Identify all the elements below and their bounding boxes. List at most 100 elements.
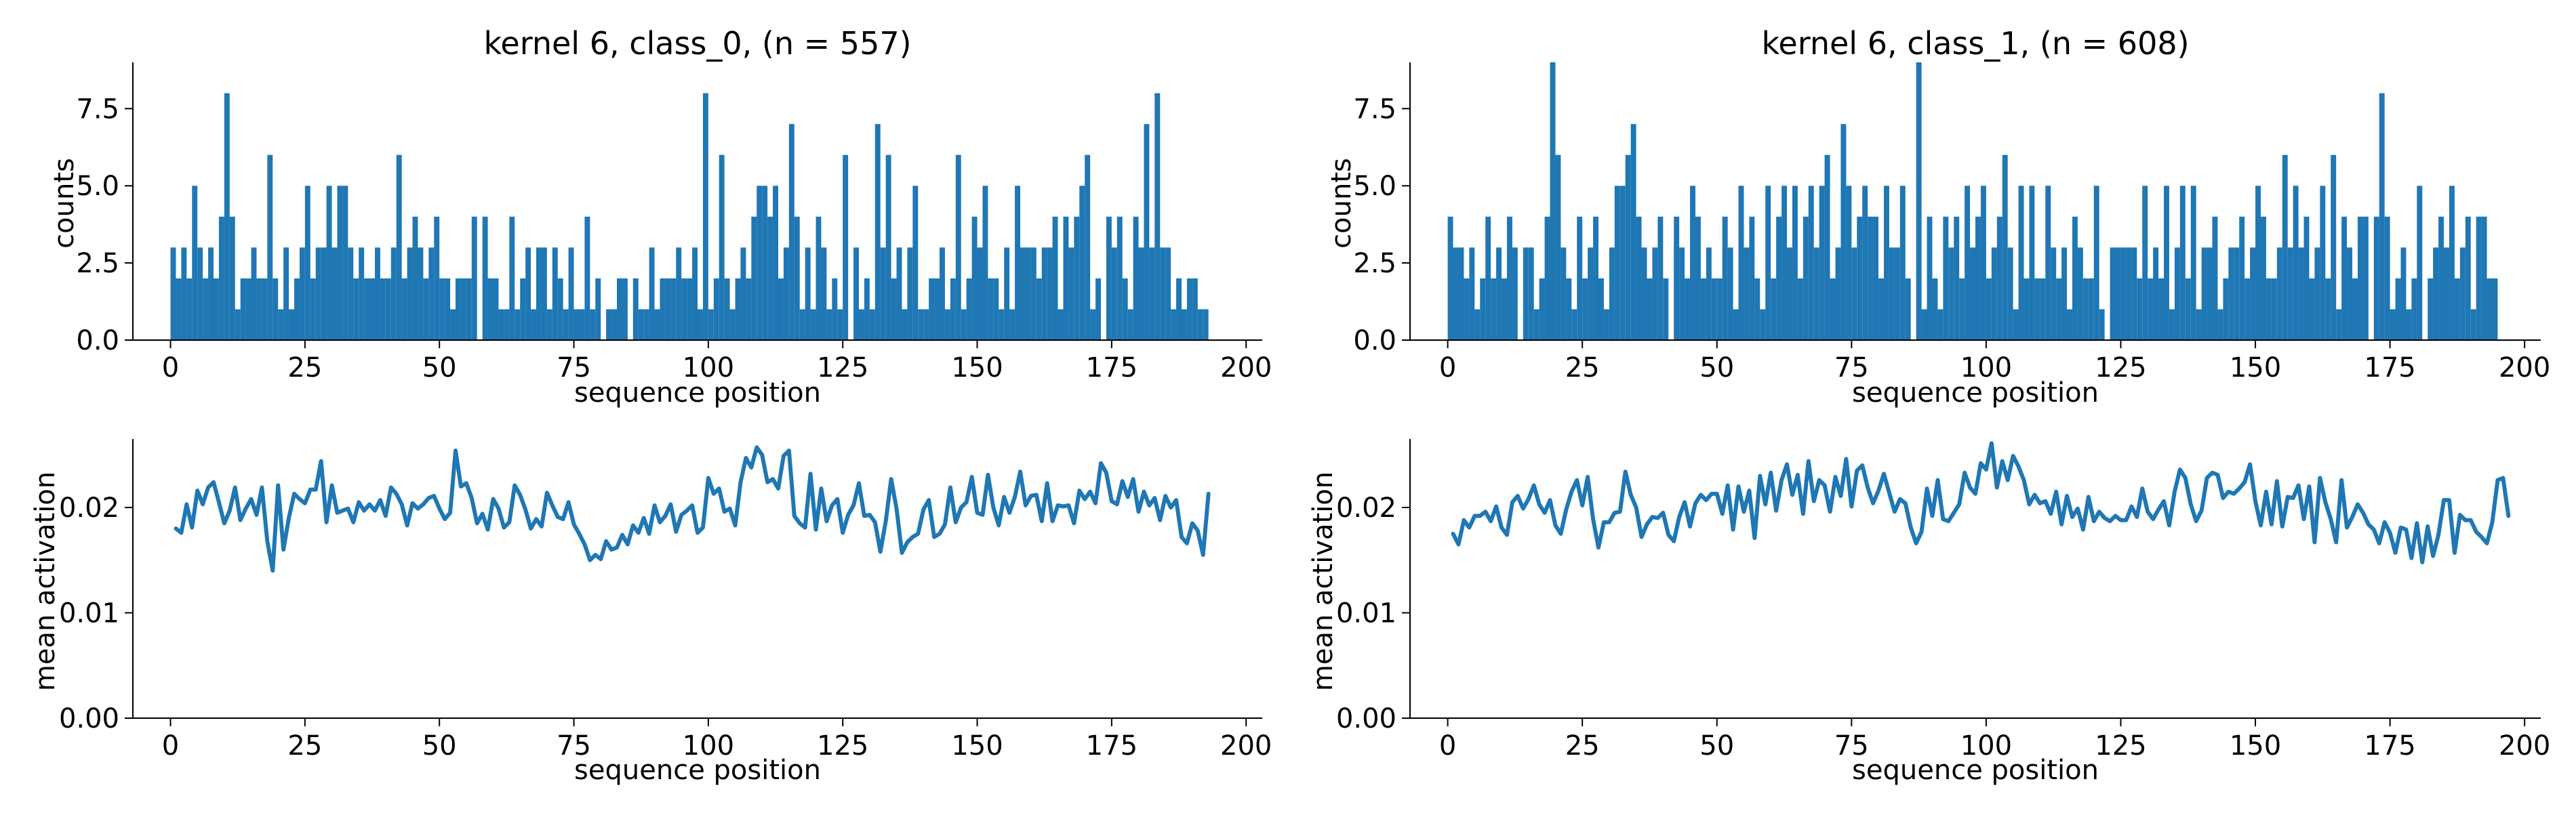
histogram-bar (1899, 186, 1906, 340)
histogram-bar (1996, 216, 2003, 340)
histogram-bar (1991, 247, 1997, 340)
histogram-bar (2298, 247, 2304, 340)
histogram-bar (1058, 309, 1064, 340)
activation-line-class-0: mean activation sequence position 0 25 50 7… (30, 439, 1272, 786)
histogram-bar (2093, 186, 2099, 340)
histogram-bar (676, 247, 682, 340)
y-axis-label: counts (49, 158, 80, 249)
histogram-bar (1824, 154, 1830, 340)
histogram-bar (2325, 278, 2331, 340)
histogram-bar (2390, 309, 2396, 340)
histogram-bar (821, 247, 827, 340)
x-axis-label: sequence position (574, 755, 821, 786)
histogram-bar (2158, 278, 2164, 340)
histogram-bar (1603, 309, 1609, 340)
histogram-bar (665, 278, 671, 340)
histogram-bar (1106, 216, 1112, 340)
histogram-bar (337, 186, 343, 340)
histogram-bar (2099, 309, 2105, 340)
x-tick-label: 0 (1439, 730, 1456, 762)
histogram-bar (853, 247, 859, 340)
histogram-bar (2013, 309, 2019, 340)
histogram-bar (1571, 309, 1577, 340)
histogram-bar (1047, 247, 1053, 340)
histogram-bar (186, 278, 193, 340)
histogram-bar (2018, 186, 2024, 340)
histogram-bar (1149, 247, 1155, 340)
y-tick-label: 7.5 (1353, 93, 1396, 125)
histogram-bar (224, 93, 230, 341)
histogram-bar (1782, 186, 1787, 340)
histogram-class-0: kernel 6, class_0, (n = 557) counts sequ… (49, 25, 1272, 409)
histogram-bar (1840, 124, 1847, 340)
histogram-bar (321, 247, 327, 340)
activation-line-class-1: mean activation sequence position 0 25 50 7… (1308, 439, 2550, 786)
histogram-bar (2164, 186, 2169, 340)
histogram-bar (2040, 278, 2046, 340)
histogram-bar (2487, 278, 2493, 340)
histogram-bar (1577, 216, 1583, 340)
histogram-bar (2169, 309, 2175, 340)
histogram-bar (2336, 309, 2342, 340)
histogram-bar (783, 247, 789, 340)
histogram-bar (1095, 278, 1101, 340)
histogram-bar (525, 247, 531, 340)
histogram-bar (2255, 186, 2261, 340)
x-tick-label: 25 (1565, 730, 1600, 762)
histogram-bar (660, 278, 666, 340)
histogram-bar (2148, 278, 2154, 340)
x-tick-label: 125 (2095, 730, 2146, 762)
histogram-bar (2320, 186, 2326, 340)
histogram-bar (536, 247, 542, 340)
histogram-bar (837, 309, 843, 340)
histogram-bar (1619, 186, 1626, 340)
histogram-bar (1154, 93, 1161, 341)
histogram-bar (735, 278, 741, 340)
x-tick-label: 150 (2230, 352, 2281, 383)
histogram-bar (1491, 278, 1497, 340)
x-tick-label: 0 (1439, 352, 1456, 383)
histogram-bar (1068, 247, 1074, 340)
x-tick-label: 200 (1220, 352, 1272, 383)
histogram-bar (1506, 216, 1512, 340)
histogram-bar (2077, 247, 2083, 340)
histogram-bar (552, 247, 558, 340)
histogram-bar (918, 309, 924, 340)
histogram-bar (961, 309, 967, 340)
histogram-bar (520, 278, 526, 340)
histogram-bar (1197, 309, 1203, 340)
histogram-bar (2373, 216, 2379, 340)
histogram-bar (810, 309, 816, 340)
histogram-bar (2465, 216, 2471, 340)
histogram-bar (1614, 186, 1620, 340)
histogram-bar (1749, 216, 1755, 340)
x-tick-label: 200 (2499, 730, 2550, 762)
histogram-bar (799, 309, 805, 340)
x-tick-label: 175 (1086, 730, 1138, 762)
histogram-bar (1133, 216, 1139, 340)
x-tick-label: 125 (817, 352, 868, 383)
histogram-bar (531, 309, 536, 340)
histogram-bar (1598, 278, 1604, 340)
histogram-bar (896, 247, 902, 340)
histogram-bar (773, 186, 778, 340)
histogram-bar (2271, 278, 2277, 340)
histogram-bar (439, 278, 445, 340)
histogram-bar (493, 278, 499, 340)
histogram-bar (929, 278, 935, 340)
histogram-bar (751, 216, 757, 340)
y-tick-label: 0.01 (59, 598, 119, 629)
histogram-bar (2454, 278, 2460, 340)
histogram-bar (595, 278, 601, 340)
histogram-bar (2411, 278, 2417, 340)
histogram-bar (1122, 278, 1128, 340)
histogram-bar (1609, 247, 1615, 340)
histogram-bar (1889, 247, 1895, 340)
histogram-bar (456, 278, 461, 340)
histogram-bar (843, 154, 849, 340)
x-tick-label: 175 (2364, 730, 2415, 762)
histogram-bar (912, 186, 919, 340)
histogram-bar (2110, 247, 2116, 340)
histogram-bar (1754, 278, 1760, 340)
histogram-bar (1857, 216, 1863, 340)
